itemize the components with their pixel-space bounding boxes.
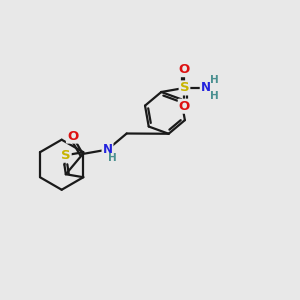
Text: O: O [67,130,78,142]
Text: H: H [209,91,218,101]
Text: H: H [209,75,218,85]
Text: O: O [179,100,190,113]
Text: S: S [180,81,189,94]
Text: O: O [179,63,190,76]
Text: N: N [201,81,211,94]
Text: H: H [108,153,117,163]
Text: S: S [61,149,70,162]
Text: N: N [103,143,112,156]
